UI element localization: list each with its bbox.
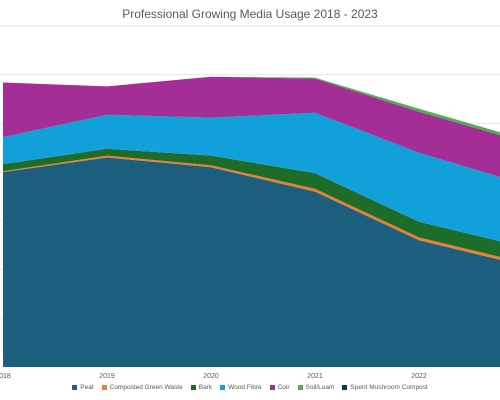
area-bark [3,148,500,257]
legend-label: Wood Fibre [228,384,262,391]
x-tick-label: 2021 [307,373,323,380]
x-tick-label: 2020 [203,373,219,380]
legend-swatch [101,385,107,390]
legend-label: Spent Mushroom Compost [350,384,428,391]
legend-swatch [297,385,303,390]
legend-swatch [220,385,226,390]
area-layer [3,76,500,367]
legend-item: Composted Green Waste [101,384,183,391]
legend-item: Coir [269,384,290,391]
legend-item: Spent Mushroom Compost [342,384,428,391]
legend-item: Soil/Loam [297,384,335,391]
tick-layer: 2018 2019 2020 2021 2022 [0,373,427,380]
legend-label: Soil/Loam [305,384,335,391]
legend-item: Peat [72,384,94,391]
legend: Peat Composted Green Waste Bark Wood Fibre C… [0,384,500,391]
legend-label: Composted Green Waste [109,384,183,391]
legend-swatch [342,385,348,390]
legend-swatch [190,385,196,390]
area-coir [3,76,500,177]
area-wood-fibre [3,112,500,242]
legend-swatch [269,385,275,390]
legend-item: Wood Fibre [220,384,262,391]
legend-label: Peat [80,384,94,391]
x-tick-label: 2019 [99,373,115,380]
area-composted-green-waste [3,155,500,260]
legend-label: Bark [198,384,213,391]
legend-item: Bark [190,384,213,391]
chart-title: Professional Growing Media Usage 2018 - … [122,7,378,21]
legend-swatch [72,385,78,390]
x-tick-label: 2018 [0,373,11,380]
legend-label: Coir [277,384,290,391]
x-tick-label: 2022 [411,373,427,380]
area-peat [3,157,500,367]
